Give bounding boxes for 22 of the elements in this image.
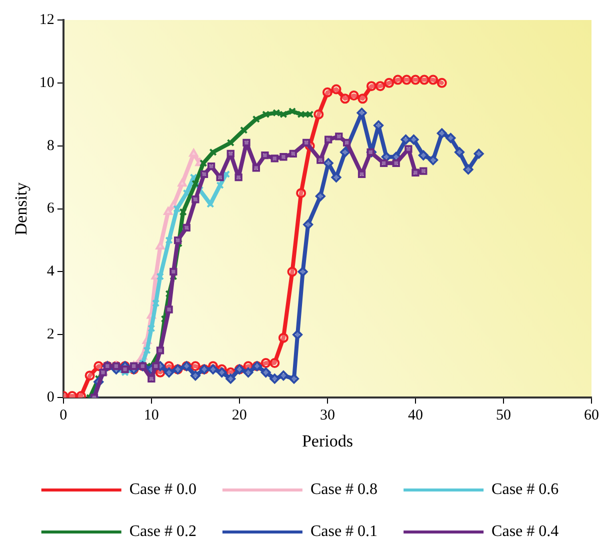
y-tick-label: 4 — [46, 264, 55, 280]
x-tick-label: 60 — [584, 408, 599, 424]
x-axis-title: Periods — [302, 431, 353, 450]
y-tick-label: 8 — [46, 138, 54, 154]
y-tick-label: 10 — [39, 74, 54, 91]
x-tick-label: 30 — [320, 408, 335, 424]
legend-label: Case # 0.2 — [129, 523, 196, 540]
legend-label: Case # 0.8 — [310, 481, 378, 498]
legend-label: Case # 0.0 — [129, 481, 196, 498]
x-tick-label: 20 — [232, 408, 247, 424]
y-axis-title: Density — [12, 182, 31, 236]
legend-label: Case # 0.4 — [492, 523, 559, 540]
x-tick-label: 0 — [60, 408, 68, 424]
x-tick-label: 40 — [408, 408, 423, 424]
y-tick-label: 6 — [46, 200, 55, 217]
x-tick-label: 50 — [496, 408, 511, 424]
y-tick-label: 0 — [46, 390, 54, 406]
legend-label: Case # 0.1 — [310, 523, 378, 540]
x-tick-label: 10 — [144, 408, 159, 424]
legend-label: Case # 0.6 — [492, 481, 559, 498]
y-tick-label: 2 — [46, 326, 54, 343]
y-tick-label: 12 — [39, 12, 54, 28]
